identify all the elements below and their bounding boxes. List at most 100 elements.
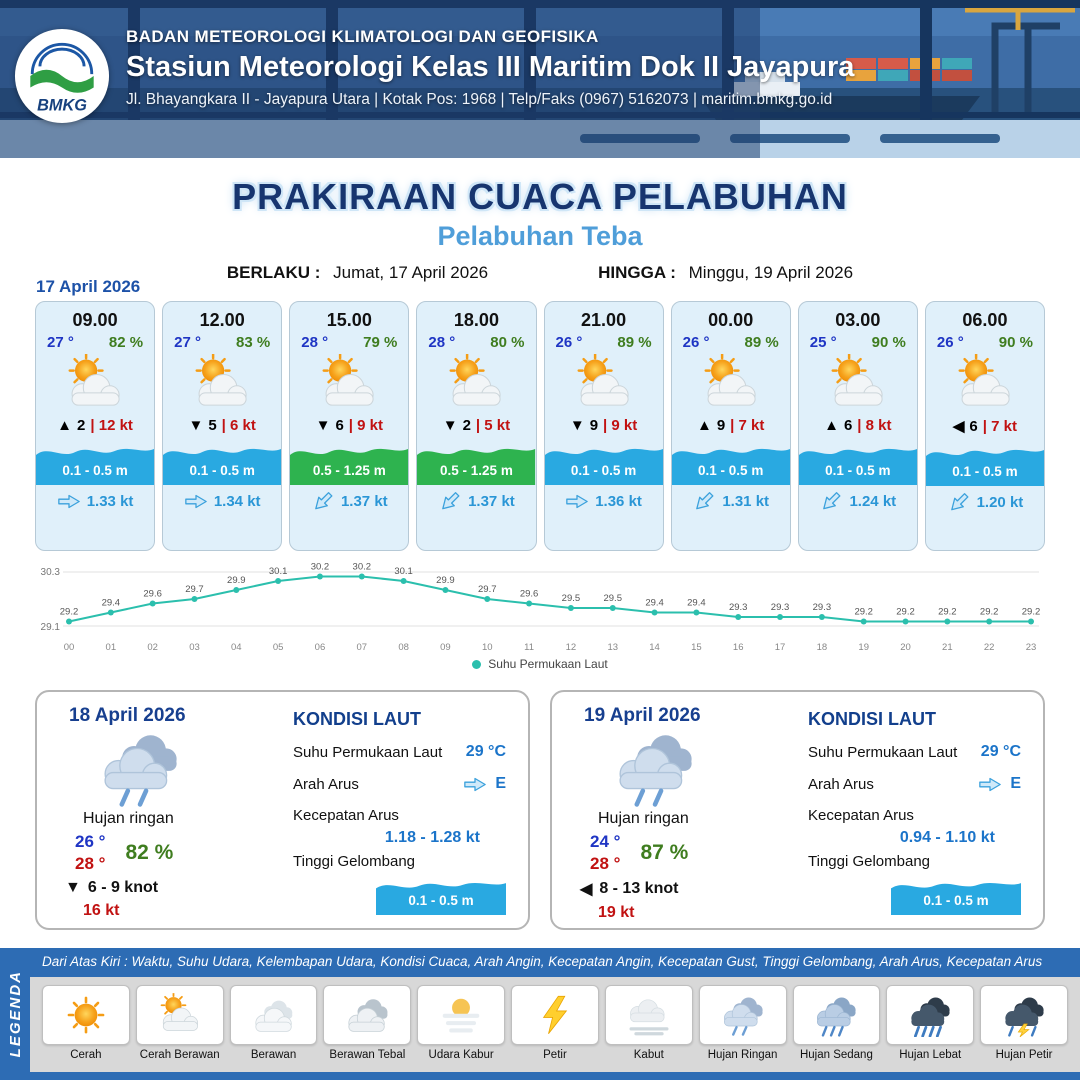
svg-text:29.2: 29.2: [980, 607, 999, 618]
svg-text:01: 01: [106, 642, 117, 653]
current-speed-value: 0.94 - 1.10 kt: [899, 829, 995, 846]
wind-direction-icon: ▼: [188, 417, 204, 434]
current-direction-icon: [184, 493, 208, 510]
legend-item-label: Udara Kabur: [428, 1049, 494, 1061]
wind-gust: | 5 kt: [475, 417, 511, 434]
forecast-card: 09.00 27 ° 82 % ▲ 2 | 12 kt 0.1 - 0.5 m …: [35, 301, 156, 551]
current-speed-label: Kecepatan Arus: [808, 807, 914, 824]
wind-direction-icon: ▲: [824, 417, 839, 434]
current-direction-icon: [308, 487, 337, 516]
daily-weather-summary: 19 April 2026 Hujan ringan 24 ° 28 ° 87 …: [568, 705, 786, 921]
weather-condition-icon: [309, 354, 389, 414]
wave-height-band: 0.1 - 0.5 m: [544, 441, 663, 485]
legend-weather-icon: [529, 993, 581, 1037]
svg-text:29.6: 29.6: [143, 589, 162, 600]
weather-condition-icon: [818, 354, 898, 414]
legend-item: Berawan: [229, 985, 318, 1061]
weather-condition-icon: [691, 354, 771, 414]
forecast-time: 00.00: [708, 310, 754, 330]
wave-height-band: 0.5 - 1.25 m: [290, 441, 409, 485]
hingga-value: Minggu, 19 April 2026: [688, 263, 854, 282]
svg-text:29.3: 29.3: [729, 602, 748, 613]
chart-legend-label: Suhu Permukaan Laut: [488, 657, 608, 671]
daily-temp-max: 28 °: [590, 854, 621, 873]
wave-height-value: 0.1 - 0.5 m: [189, 463, 255, 478]
daily-weather-summary: 18 April 2026 Hujan ringan 26 ° 28 ° 82 …: [53, 705, 271, 919]
forecast-card: 06.00 26 ° 90 % ◀ 6 | 7 kt 0.1 - 0.5 m 1…: [924, 301, 1045, 551]
forecast-time: 12.00: [199, 310, 245, 330]
station-address: Jl. Bhayangkara II - Jayapura Utara | Ko…: [126, 91, 833, 108]
forecast-card: 21.00 26 ° 89 % ▼ 9 | 9 kt 0.1 - 0.5 m 1…: [543, 301, 664, 551]
legend-weather-icon: [998, 993, 1050, 1037]
temp-humidity-row: 25 ° 90 %: [799, 331, 917, 351]
sea-current-direction-icon: [463, 776, 487, 793]
wind-speed: 9: [589, 417, 599, 434]
svg-text:29.3: 29.3: [813, 602, 832, 613]
wave-height-value: 0.1 - 0.5 m: [570, 463, 637, 478]
title-block: PRAKIRAAN CUACA PELABUHAN Pelabuhan Teba…: [0, 158, 1080, 283]
sea-current-direction-icon: [978, 776, 1002, 793]
forecast-card: 12.00 27 ° 83 % ▼ 5 | 6 kt 0.1 - 0.5 m 1…: [162, 301, 283, 551]
humidity: 89 %: [744, 334, 779, 351]
legend-item: Hujan Lebat: [886, 985, 975, 1061]
temp-humidity-row: 27 ° 82 %: [36, 331, 154, 351]
daily-condition: Hujan ringan: [83, 810, 174, 827]
wind-speed: 2: [77, 417, 86, 434]
legend-title: LEGENDA: [6, 970, 24, 1058]
air-temperature: 28 °: [301, 334, 329, 351]
wind-direction-icon: ◀: [952, 418, 965, 435]
svg-text:29.5: 29.5: [562, 593, 581, 604]
svg-text:30.3: 30.3: [41, 567, 61, 578]
svg-text:29.4: 29.4: [102, 598, 121, 609]
svg-text:29.2: 29.2: [854, 607, 873, 618]
forecast-time: 18.00: [453, 310, 499, 330]
wind-direction-icon: ▼: [442, 417, 458, 434]
wave-height-value: 0.5 - 1.25 m: [312, 463, 386, 478]
current-speed: 1.36 kt: [595, 493, 642, 510]
svg-text:23: 23: [1026, 642, 1037, 653]
svg-text:21: 21: [942, 642, 953, 653]
wave-height-band: 0.1 - 0.5 m: [36, 441, 155, 485]
daily-wind-direction-icon: ▼: [65, 879, 81, 896]
air-temperature: 25 °: [809, 334, 837, 351]
wind-speed: 9: [716, 417, 726, 434]
current-direction-icon: [57, 493, 81, 510]
daily-wind-direction-icon: ◀: [580, 881, 593, 898]
wind-speed: 5: [208, 417, 217, 434]
current-info: 1.34 kt: [184, 493, 261, 510]
station-name: Stasiun Meteorologi Kelas III Maritim Do…: [126, 51, 855, 83]
wave-height-band: 0.1 - 0.5 m: [798, 441, 917, 485]
daily-weather-icon: [596, 727, 714, 809]
current-speed-label: Kecepatan Arus: [293, 807, 399, 824]
forecast-time: 03.00: [835, 310, 881, 330]
daily-forecast-card: 19 April 2026 Hujan ringan 24 ° 28 ° 87 …: [550, 690, 1045, 930]
forecast-time: 06.00: [962, 310, 1008, 330]
svg-text:29.2: 29.2: [896, 607, 915, 618]
berlaku-label: BERLAKU :: [226, 263, 321, 282]
svg-text:09: 09: [440, 642, 451, 653]
legend-item: Hujan Ringan: [698, 985, 787, 1061]
svg-text:04: 04: [231, 642, 242, 653]
chart-legend-dot-icon: [472, 659, 482, 669]
wind-direction-icon: ▲: [696, 417, 712, 434]
humidity: 82 %: [108, 334, 144, 351]
legend-icon-box: [417, 985, 506, 1045]
current-direction-label: Arah Arus: [808, 775, 874, 793]
legend-item: Cerah: [42, 985, 130, 1061]
wave-height-value: 0.5 - 1.25 m: [440, 463, 513, 478]
legend-item-label: Kabut: [633, 1049, 664, 1061]
current-speed-value: 1.18 - 1.28 kt: [384, 829, 480, 846]
port-illustration: [0, 0, 1080, 158]
svg-text:29.9: 29.9: [227, 575, 246, 586]
legend-icon-box: [980, 985, 1068, 1045]
wave-height-value: 0.1 - 0.5 m: [62, 463, 128, 478]
legend-item: Hujan Sedang: [792, 985, 881, 1061]
daily-wind: ▼ 6 - 9 knot: [65, 879, 158, 897]
wave-height-band: 0.5 - 1.25 m: [417, 441, 536, 485]
wind-gust: | 6 kt: [221, 417, 256, 434]
legend-item: Hujan Petir: [980, 985, 1068, 1061]
bmkg-logo-text: BMKG: [37, 97, 87, 115]
wind-info: ◀ 6 | 7 kt: [952, 417, 1017, 436]
daily-temp-min: 24 °: [590, 832, 621, 851]
forecast-date: 17 April 2026: [36, 277, 141, 296]
